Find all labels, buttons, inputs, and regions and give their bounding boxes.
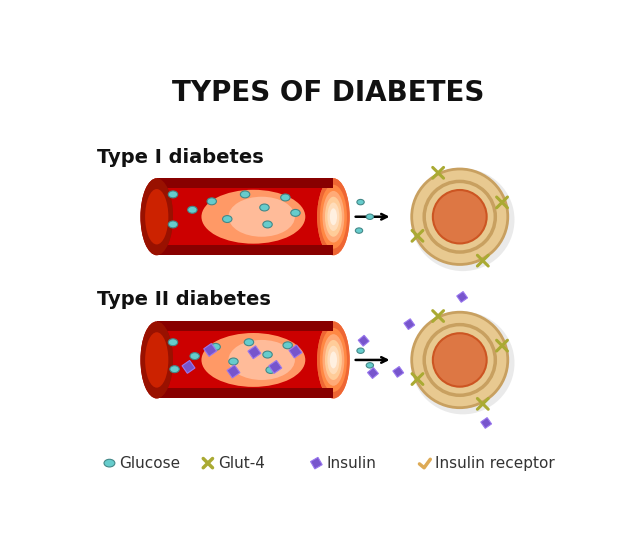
- Ellipse shape: [357, 199, 364, 205]
- Ellipse shape: [223, 216, 232, 223]
- Ellipse shape: [140, 178, 173, 255]
- Polygon shape: [269, 360, 282, 373]
- Ellipse shape: [355, 228, 363, 233]
- Polygon shape: [457, 292, 468, 302]
- Ellipse shape: [244, 339, 253, 346]
- FancyBboxPatch shape: [157, 178, 333, 188]
- Polygon shape: [204, 344, 217, 357]
- Ellipse shape: [411, 312, 515, 414]
- Text: Glucose: Glucose: [120, 456, 180, 470]
- Ellipse shape: [190, 353, 200, 359]
- Ellipse shape: [320, 328, 347, 392]
- Ellipse shape: [140, 321, 173, 398]
- Text: Type II diabetes: Type II diabetes: [97, 290, 271, 309]
- Ellipse shape: [263, 351, 272, 358]
- Ellipse shape: [291, 209, 300, 216]
- Ellipse shape: [168, 221, 178, 228]
- Text: Insulin: Insulin: [326, 456, 376, 470]
- Ellipse shape: [241, 191, 250, 198]
- Ellipse shape: [357, 348, 364, 353]
- Polygon shape: [289, 345, 302, 358]
- Ellipse shape: [266, 366, 275, 373]
- Ellipse shape: [325, 197, 342, 237]
- Ellipse shape: [323, 334, 344, 386]
- Ellipse shape: [366, 214, 374, 220]
- Ellipse shape: [168, 191, 178, 198]
- Ellipse shape: [170, 366, 179, 373]
- Ellipse shape: [412, 169, 508, 264]
- Ellipse shape: [207, 198, 216, 205]
- Polygon shape: [393, 366, 404, 377]
- Ellipse shape: [433, 333, 486, 386]
- Polygon shape: [227, 365, 240, 378]
- Ellipse shape: [433, 190, 486, 243]
- Ellipse shape: [228, 340, 295, 380]
- FancyBboxPatch shape: [157, 321, 333, 332]
- Ellipse shape: [317, 178, 349, 255]
- Ellipse shape: [412, 312, 508, 408]
- Ellipse shape: [283, 342, 292, 349]
- Polygon shape: [182, 360, 195, 373]
- Ellipse shape: [281, 194, 290, 201]
- FancyBboxPatch shape: [157, 389, 333, 398]
- Ellipse shape: [168, 339, 178, 346]
- Text: Type I diabetes: Type I diabetes: [97, 148, 264, 167]
- Ellipse shape: [317, 321, 349, 398]
- Text: TYPES OF DIABETES: TYPES OF DIABETES: [172, 79, 484, 107]
- Ellipse shape: [145, 189, 168, 244]
- Polygon shape: [248, 346, 261, 359]
- Ellipse shape: [202, 190, 305, 244]
- Polygon shape: [358, 335, 369, 346]
- Ellipse shape: [188, 207, 197, 213]
- Polygon shape: [310, 457, 322, 469]
- Ellipse shape: [228, 197, 295, 237]
- FancyBboxPatch shape: [157, 178, 333, 255]
- Polygon shape: [404, 319, 415, 330]
- Ellipse shape: [411, 169, 515, 271]
- Ellipse shape: [260, 204, 269, 211]
- Ellipse shape: [263, 221, 272, 228]
- Ellipse shape: [140, 178, 173, 255]
- Ellipse shape: [366, 363, 374, 368]
- Ellipse shape: [328, 346, 339, 374]
- Ellipse shape: [317, 321, 349, 398]
- Ellipse shape: [104, 459, 115, 467]
- Ellipse shape: [202, 333, 305, 387]
- Text: Insulin receptor: Insulin receptor: [435, 456, 555, 470]
- Ellipse shape: [330, 208, 337, 225]
- Ellipse shape: [211, 344, 220, 350]
- Ellipse shape: [228, 358, 238, 365]
- Ellipse shape: [328, 203, 339, 231]
- FancyBboxPatch shape: [157, 245, 333, 255]
- Text: Glut-4: Glut-4: [218, 456, 265, 470]
- Ellipse shape: [325, 340, 342, 380]
- Ellipse shape: [330, 351, 337, 369]
- Ellipse shape: [323, 191, 344, 242]
- Ellipse shape: [317, 178, 349, 255]
- Ellipse shape: [140, 321, 173, 398]
- Polygon shape: [481, 417, 492, 428]
- Polygon shape: [367, 367, 378, 378]
- Ellipse shape: [320, 185, 347, 249]
- Ellipse shape: [145, 332, 168, 388]
- FancyBboxPatch shape: [157, 321, 333, 398]
